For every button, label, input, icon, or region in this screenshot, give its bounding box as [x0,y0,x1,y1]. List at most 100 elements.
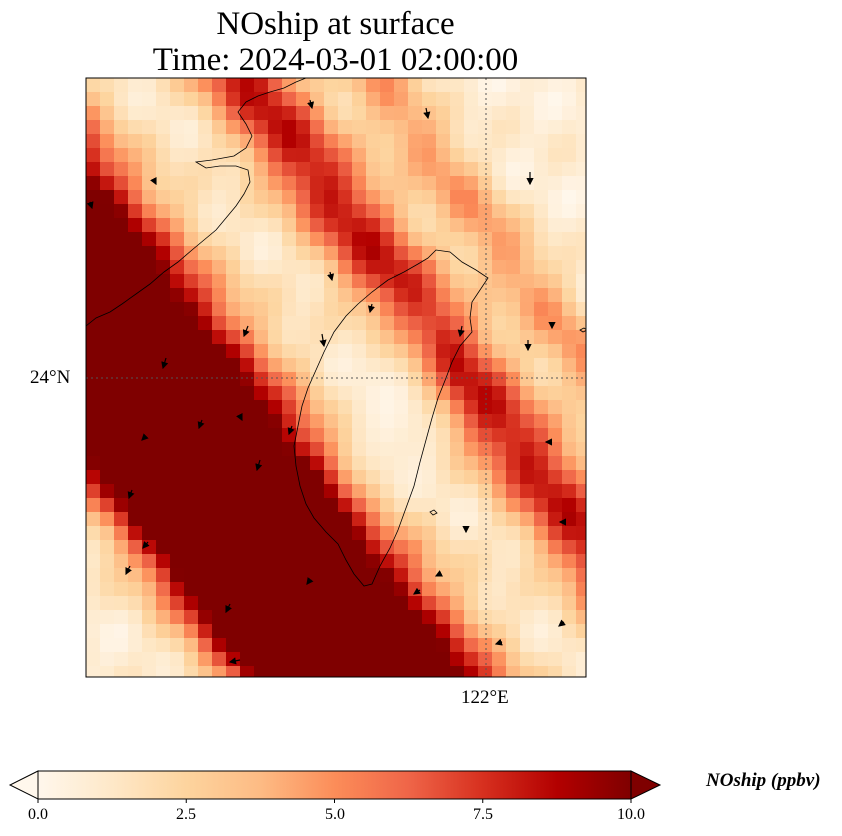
field-cell [268,288,283,303]
field-cell [198,554,213,569]
field-cell [184,568,199,583]
field-cell [324,106,339,121]
field-cell [142,652,157,667]
field-cell [478,652,493,667]
field-cell [142,414,157,429]
field-cell [576,134,586,149]
field-cell [548,470,563,485]
field-cell [212,526,227,541]
field-cell [408,596,423,611]
field-cell [352,582,367,597]
field-cell [464,666,479,677]
field-cell [254,134,269,149]
field-cell [240,246,255,261]
field-cell [352,498,367,513]
field-cell [436,274,451,289]
field-cell [534,428,549,443]
field-cell [534,610,549,625]
colorbar-tick-label: 5.0 [325,806,345,823]
field-cell [268,400,283,415]
field-cell [464,638,479,653]
field-cell [464,484,479,499]
field-cell [296,400,311,415]
field-cell [170,204,185,219]
field-cell [562,78,577,93]
field-cell [450,442,465,457]
field-cell [254,148,269,163]
field-cell [310,624,325,639]
field-cell [352,260,367,275]
field-cell [338,498,353,513]
wind-arrow [287,425,295,436]
field-cell [548,274,563,289]
field-cell [352,414,367,429]
field-cell [506,400,521,415]
field-cell [548,582,563,597]
field-cell [100,302,115,317]
field-cell [506,526,521,541]
field-cell [408,288,423,303]
field-cell [198,120,213,135]
field-cell [422,218,437,233]
field-cell [86,204,101,219]
field-cell [114,330,129,345]
field-cell [282,568,297,583]
field-cell [562,330,577,345]
field-cell [198,134,213,149]
field-cell [282,666,297,677]
field-cell [254,344,269,359]
field-cell [226,162,241,177]
field-cell [324,540,339,555]
field-cell [534,624,549,639]
field-cell [184,134,199,149]
field-cell [576,484,586,499]
field-cell [100,386,115,401]
field-cell [352,526,367,541]
field-cell [562,148,577,163]
field-cell [506,610,521,625]
field-cell [408,274,423,289]
field-cell [492,624,507,639]
field-cell [324,120,339,135]
field-cell [226,582,241,597]
field-cell [268,540,283,555]
field-cell [170,302,185,317]
field-cell [212,484,227,499]
field-cell [520,400,535,415]
field-cell [198,246,213,261]
field-cell [422,666,437,677]
field-cell [226,624,241,639]
field-cell [450,414,465,429]
field-cell [128,400,143,415]
field-cell [408,638,423,653]
field-cell [212,344,227,359]
field-cell [142,274,157,289]
field-cell [562,484,577,499]
field-cell [128,246,143,261]
field-cell [366,498,381,513]
field-cell [366,302,381,317]
colorbar-tick-label: 10.0 [617,806,645,823]
field-cell [212,120,227,135]
field-cell [338,162,353,177]
field-cell [338,344,353,359]
field-cell [212,92,227,107]
field-cell [156,302,171,317]
field-cell [114,442,129,457]
field-cell [352,344,367,359]
field-cell [128,92,143,107]
field-cell [450,666,465,677]
field-cell [310,456,325,471]
field-cell [86,92,101,107]
field-cell [520,610,535,625]
field-cell [478,148,493,163]
field-cell [128,540,143,555]
field-cell [562,120,577,135]
field-cell [492,428,507,443]
field-cell [548,484,563,499]
field-cell [394,652,409,667]
field-cell [184,316,199,331]
field-cell [422,246,437,261]
field-cell [366,596,381,611]
field-cell [268,162,283,177]
